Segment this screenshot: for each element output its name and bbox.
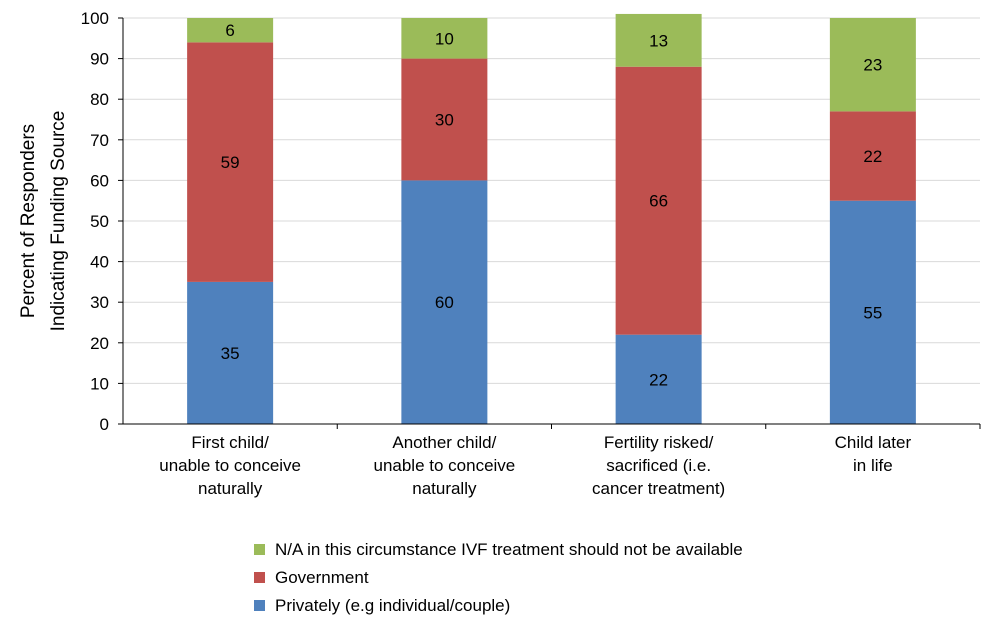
y-tick-label: 90: [90, 50, 109, 69]
y-tick-labels: 0 10 20 30 40 50 60 70 80 90 100: [81, 9, 109, 434]
legend-label: Privately (e.g individual/couple): [275, 596, 510, 615]
axes: [118, 17, 981, 429]
data-label: 6: [225, 21, 234, 40]
y-tick-label: 0: [100, 415, 109, 434]
data-label: 30: [435, 111, 454, 130]
y-tick-label: 10: [90, 374, 109, 393]
category-label: unable to conceive: [373, 456, 515, 475]
data-label: 22: [649, 370, 668, 389]
y-axis-label-line: Percent of Responders: [18, 124, 39, 318]
bar-segment: [401, 18, 488, 59]
bar-segment: [829, 200, 916, 424]
category-label: Fertility risked/: [604, 433, 714, 452]
legend-label: Government: [275, 568, 369, 587]
data-label: 55: [863, 303, 882, 322]
y-tick-label: 30: [90, 293, 109, 312]
y-tick-label: 100: [81, 9, 109, 28]
category-label: in life: [853, 456, 893, 475]
category-label: cancer treatment): [592, 479, 725, 498]
y-axis-label-line: Indicating Funding Source: [48, 111, 69, 332]
bar-segment: [829, 18, 916, 112]
data-label: 10: [435, 29, 454, 48]
legend-label: N/A in this circumstance IVF treatment s…: [275, 540, 743, 559]
category-label: naturally: [198, 479, 263, 498]
legend-swatch: [254, 600, 265, 611]
bar-segment: [401, 180, 488, 424]
category-label: First child/: [191, 433, 269, 452]
legend: N/A in this circumstance IVF treatment s…: [254, 540, 743, 615]
y-axis-label: Percent of Responders Indicating Funding …: [18, 111, 69, 332]
data-label: 35: [221, 344, 240, 363]
data-label: 13: [649, 31, 668, 50]
data-label: 23: [863, 56, 882, 75]
category-label: sacrificed (i.e.: [606, 456, 711, 475]
category-labels: First child/unable to conceive naturally A…: [159, 433, 911, 498]
category-label: naturally: [412, 479, 477, 498]
bars: 35 59 6 60 30 10 22 66 13 55 22 23: [187, 13, 916, 424]
category-label: unable to conceive: [159, 456, 301, 475]
y-tick-label: 70: [90, 131, 109, 150]
category-label: Child later: [835, 433, 912, 452]
y-tick-label: 40: [90, 253, 109, 272]
data-label: 60: [435, 293, 454, 312]
bar-segment: [187, 42, 274, 282]
category-label: Another child/: [392, 433, 496, 452]
legend-swatch: [254, 572, 265, 583]
y-tick-label: 20: [90, 334, 109, 353]
bar-segment: [615, 334, 702, 424]
legend-swatch: [254, 544, 265, 555]
data-label: 22: [863, 147, 882, 166]
bar-segment: [187, 281, 274, 424]
bar-segment: [401, 58, 488, 181]
bar-segment: [615, 66, 702, 335]
y-tick-label: 50: [90, 212, 109, 231]
bar-segment: [187, 18, 274, 43]
y-tick-label: 60: [90, 171, 109, 190]
y-tick-label: 80: [90, 90, 109, 109]
data-label: 59: [221, 153, 240, 172]
data-label: 66: [649, 192, 668, 211]
bar-segment: [829, 111, 916, 201]
bar-segment: [615, 13, 702, 67]
